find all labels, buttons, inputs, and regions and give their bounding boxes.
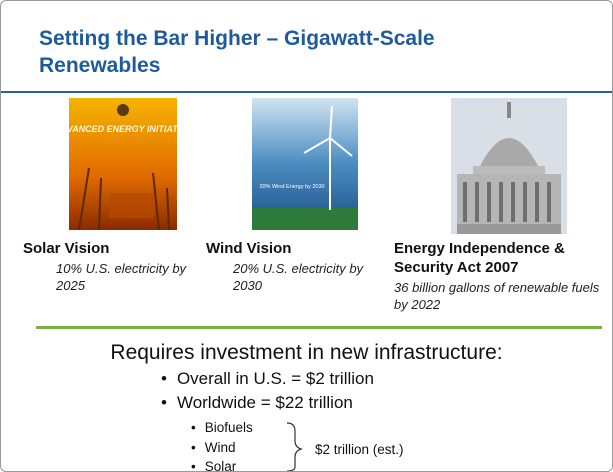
sub-bullet: Solar <box>191 459 236 472</box>
title-rule <box>1 91 612 93</box>
capitol-photo <box>451 98 567 234</box>
sub-bullet: Biofuels <box>191 420 253 435</box>
solar-cover: ADVANCED ENERGY INITIATIVE <box>69 98 177 230</box>
bullet: Worldwide = $22 trillion <box>161 393 353 413</box>
brace <box>285 421 305 471</box>
column-detail: 10% U.S. electricity by 2025 <box>56 260 201 294</box>
column-detail: 36 billion gallons of renewable fuels by… <box>394 279 609 313</box>
column-detail: 20% U.S. electricity by 2030 <box>233 260 378 294</box>
column-heading: Wind Vision <box>206 239 291 258</box>
section-heading: Requires investment in new infrastructur… <box>1 341 612 365</box>
wind-cover: 20% Wind Energy by 2030 <box>252 98 358 230</box>
column-heading: Solar Vision <box>23 239 109 258</box>
section-rule <box>36 326 602 329</box>
cover-text: ADVANCED ENERGY INITIATIVE <box>69 124 177 134</box>
column-heading: Energy Independence & Security Act 2007 <box>394 239 609 277</box>
slide: Setting the Bar Higher – Gigawatt-Scale … <box>0 0 613 472</box>
slide-title: Setting the Bar Higher – Gigawatt-Scale … <box>39 25 559 79</box>
bullet: Overall in U.S. = $2 trillion <box>161 369 374 389</box>
cover-text: 20% Wind Energy by 2030 <box>259 184 324 190</box>
sub-bullet: Wind <box>191 440 236 455</box>
brace-note: $2 trillion (est.) <box>315 442 404 457</box>
